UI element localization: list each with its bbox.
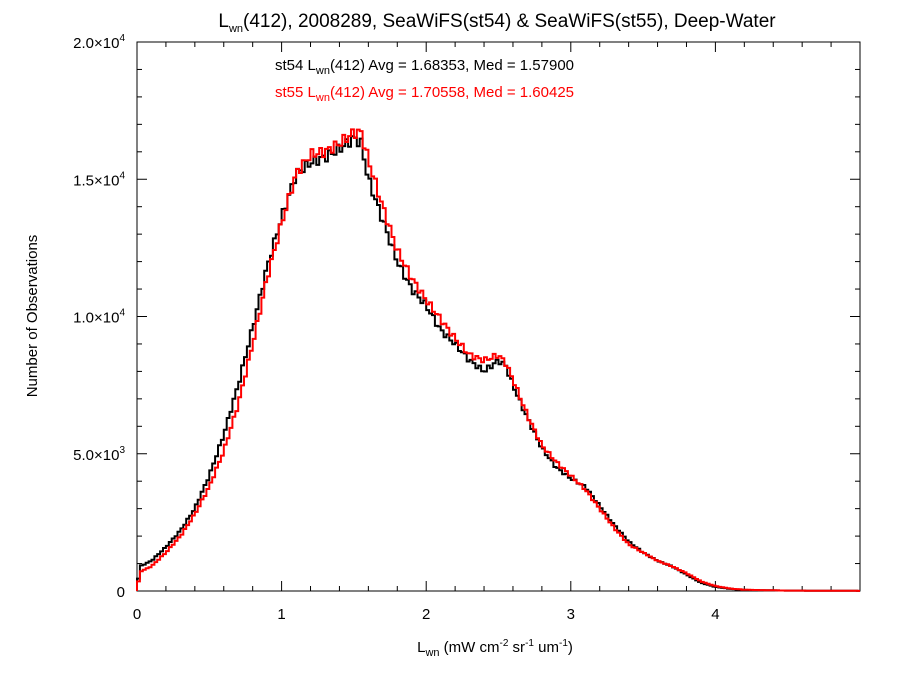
annotation-st54-pre: st54 L [275,57,316,74]
x-tick-label-0: 0 [133,606,141,623]
x-tick-label-1: 1 [277,606,285,623]
chart-title: Lwn(412), 2008289, SeaWiFS(st54) & SeaWi… [218,11,776,35]
x-axis-label-sup1: -2 [499,638,508,649]
title-rest: (412), 2008289, SeaWiFS(st54) & SeaWiFS(… [243,11,776,32]
annotation-st55-post: (412) Avg = 1.70558, Med = 1.60425 [330,84,574,101]
x-tick-label-4: 4 [711,606,719,623]
series-group [136,128,860,592]
x-axis-label-p2: sr [508,639,525,656]
y-tick-label-0: 0 [117,584,125,601]
plot-frame [136,41,861,592]
y-tick-label-2: 1.0×104 [73,308,125,327]
x-axis-label-main: L [417,639,425,656]
annotation-st55: st55 Lwn(412) Avg = 1.70558, Med = 1.604… [275,84,574,104]
y-tick-label-1: 5.0×103 [73,445,125,464]
x-axis-label-p3: um [534,639,559,656]
annotation-st55-pre: st55 L [275,84,316,101]
y-tick-label-4: 2.0×104 [73,33,125,52]
x-axis-label: Lwn (mW cm-2 sr-1 um-1) [417,638,573,659]
series-line-1 [136,128,860,592]
series-line-0 [136,135,860,592]
y-axis-label: Number of Observations [24,235,41,398]
title-sub: wn [228,23,243,35]
annotation-st54-post: (412) Avg = 1.68353, Med = 1.57900 [330,57,574,74]
x-axis-label-sup2: -1 [525,638,534,649]
title-main: L [218,11,229,32]
annotation-st54: st54 Lwn(412) Avg = 1.68353, Med = 1.579… [275,57,574,77]
x-axis-label-sub: wn [424,647,439,659]
x-tick-label-3: 3 [567,606,575,623]
x-axis-ticks: 0 1 2 3 4 [133,42,832,623]
x-axis-label-p1: (mW cm [440,639,500,656]
x-tick-label-2: 2 [422,606,430,623]
y-axis-ticks: 0 5.0×103 1.0×104 1.5×104 2.0×104 [73,33,860,601]
x-axis-label-sup3: -1 [559,638,568,649]
annotation-st55-sub: wn [315,92,330,104]
y-tick-label-3: 1.5×104 [73,170,125,189]
annotation-st54-sub: wn [315,65,330,77]
x-axis-label-p4: ) [568,639,573,656]
